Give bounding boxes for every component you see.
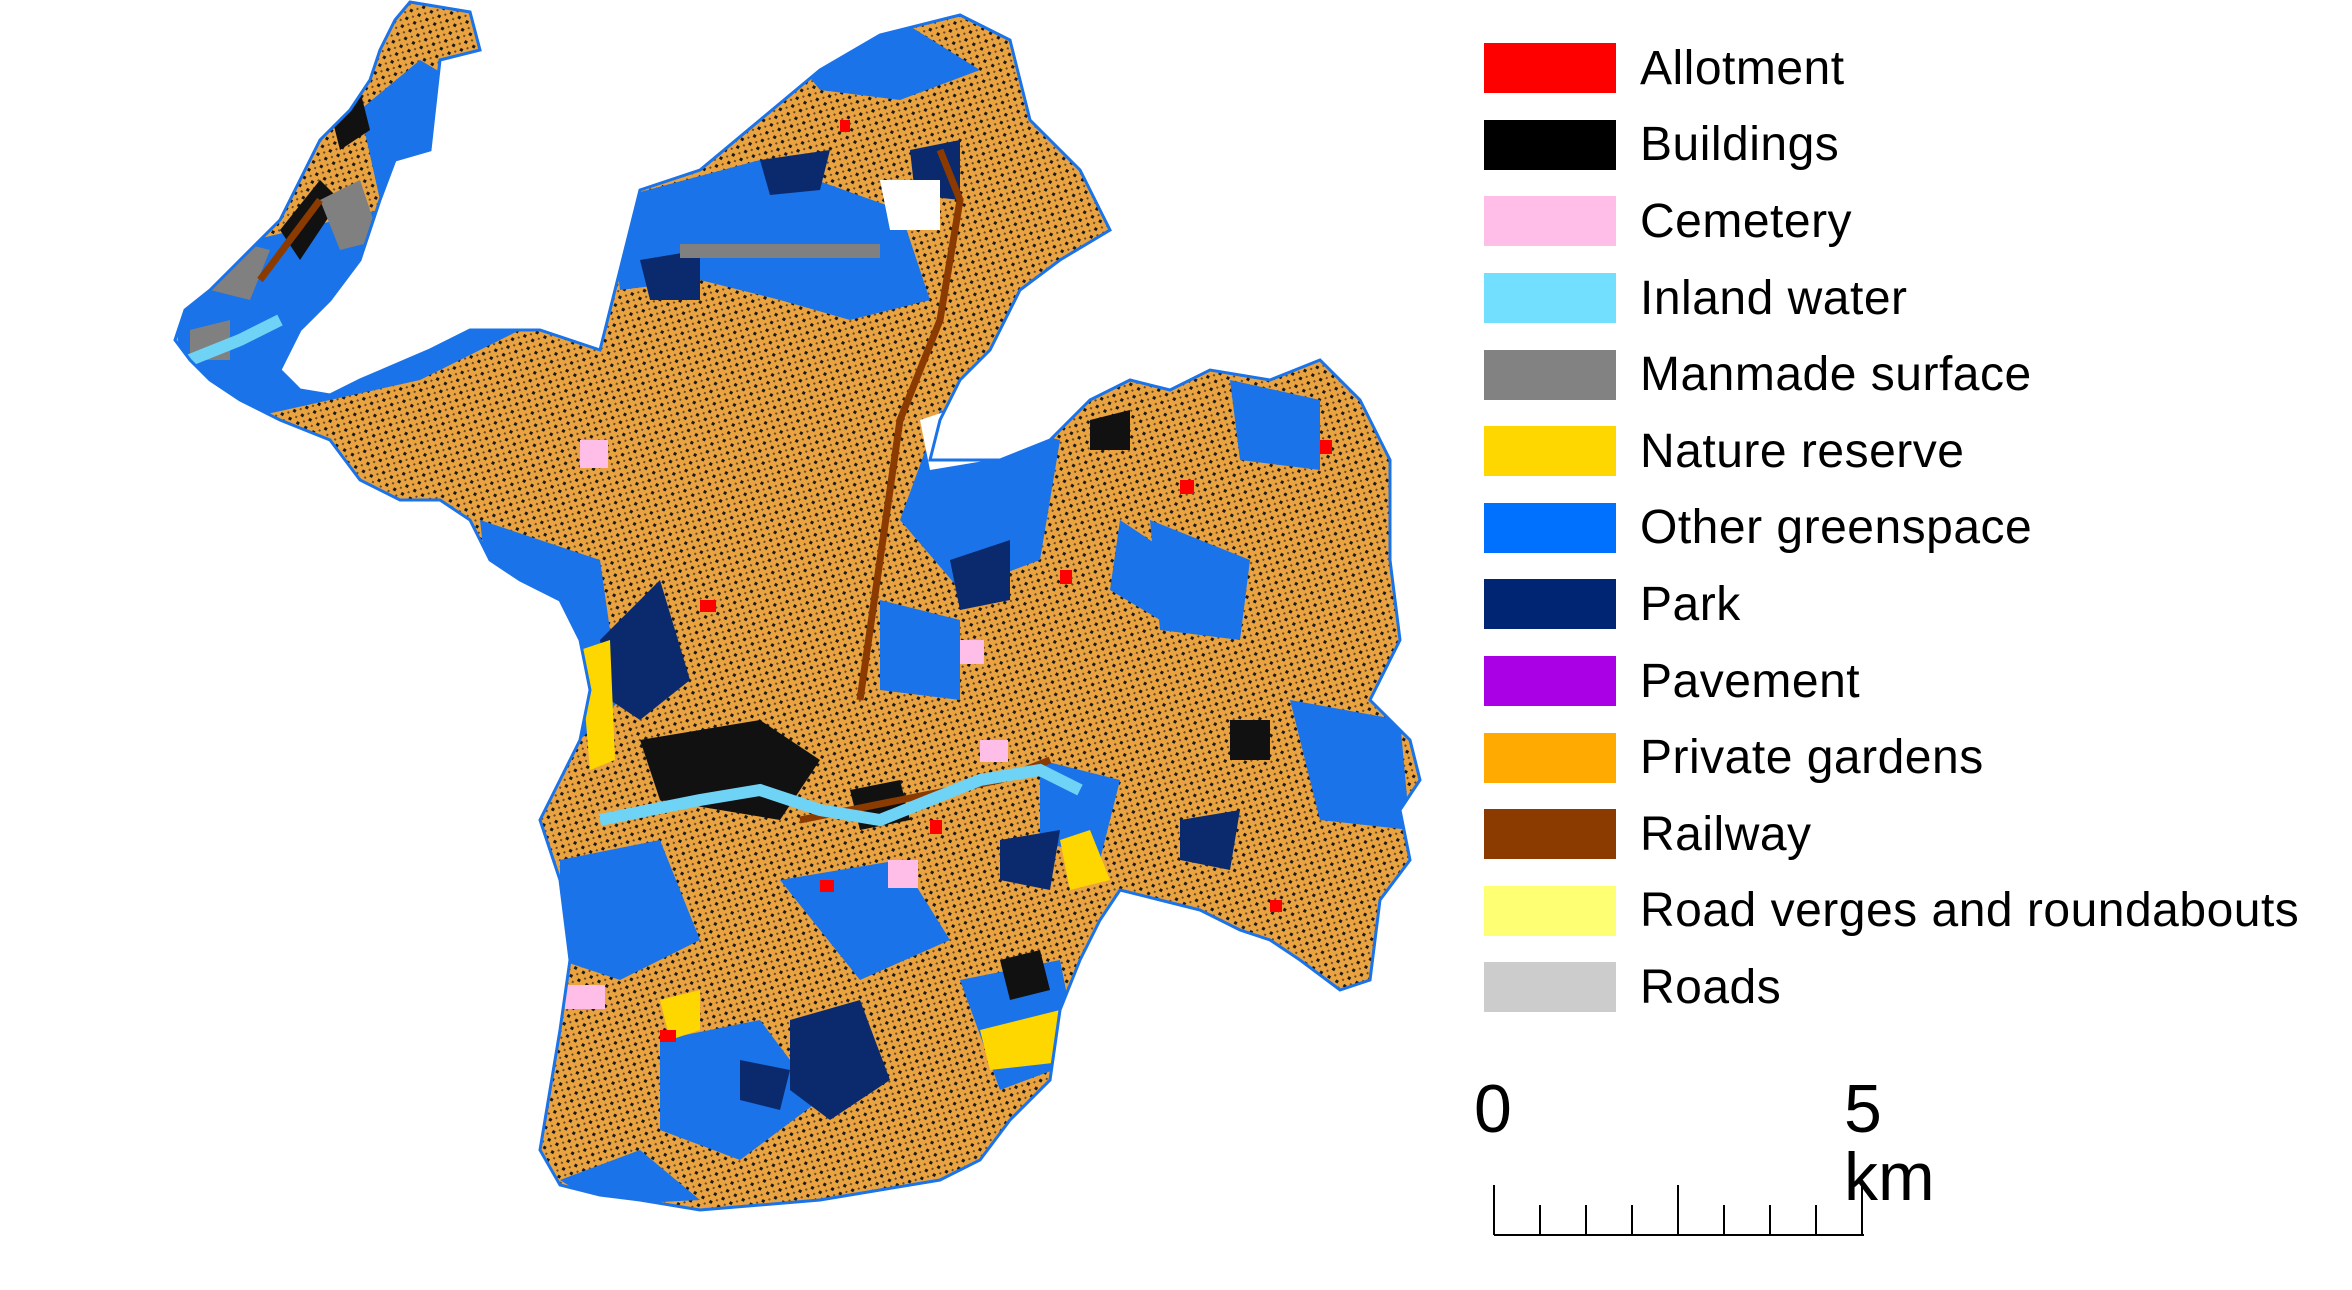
legend-label: Pavement bbox=[1640, 654, 1861, 708]
legend-item-allotment: Allotment bbox=[1484, 30, 2344, 107]
river bbox=[187, 314, 1083, 827]
scale-bar: 0 5 km bbox=[1474, 1071, 1935, 1255]
legend-swatch bbox=[1484, 579, 1616, 630]
legend-item-pavement: Pavement bbox=[1484, 643, 2344, 720]
legend-label: Cemetery bbox=[1640, 194, 1853, 248]
scale-ticks bbox=[1493, 1185, 1864, 1236]
legend-item-railway: Railway bbox=[1484, 796, 2344, 873]
legend-swatch bbox=[1484, 502, 1616, 553]
legend-swatch bbox=[1484, 732, 1616, 783]
legend-item-road-verges: Road verges and roundabouts bbox=[1484, 873, 2344, 950]
legend-swatch bbox=[1484, 809, 1616, 860]
legend-label: Road verges and roundabouts bbox=[1640, 884, 2300, 938]
legend-label: Private gardens bbox=[1640, 731, 1984, 785]
legend-item-buildings: Buildings bbox=[1484, 107, 2344, 184]
scale-label-start: 0 bbox=[1474, 1071, 1512, 1147]
legend-swatch bbox=[1484, 119, 1616, 170]
legend-label: Railway bbox=[1640, 807, 1812, 861]
legend-item-inland-water: Inland water bbox=[1484, 260, 2344, 337]
legend-item-cemetery: Cemetery bbox=[1484, 183, 2344, 260]
legend-label: Other greenspace bbox=[1640, 501, 2033, 555]
legend-item-roads: Roads bbox=[1484, 949, 2344, 1026]
land-cover-map bbox=[173, 0, 1422, 1212]
legend-swatch bbox=[1484, 273, 1616, 324]
legend-item-park: Park bbox=[1484, 566, 2344, 643]
legend-item-other-greenspace: Other greenspace bbox=[1484, 490, 2344, 567]
legend-label: Park bbox=[1640, 577, 1741, 631]
cemetery-areas bbox=[565, 440, 1008, 1009]
legend-swatch bbox=[1484, 349, 1616, 400]
manmade-areas bbox=[190, 180, 880, 360]
legend-swatch bbox=[1484, 196, 1616, 247]
legend-label: Manmade surface bbox=[1640, 348, 2032, 402]
legend-label: Allotment bbox=[1640, 41, 1845, 95]
legend-item-nature-reserve: Nature reserve bbox=[1484, 413, 2344, 490]
allotment-areas bbox=[660, 120, 1332, 1042]
legend-item-manmade-surface: Manmade surface bbox=[1484, 336, 2344, 413]
legend-swatch bbox=[1484, 962, 1616, 1013]
map-legend: Allotment Buildings Cemetery Inland wate… bbox=[1484, 30, 2344, 1026]
legend-swatch bbox=[1484, 656, 1616, 707]
legend-item-private-gardens: Private gardens bbox=[1484, 719, 2344, 796]
legend-label: Nature reserve bbox=[1640, 424, 1965, 478]
legend-label: Roads bbox=[1640, 960, 1782, 1014]
legend-label: Inland water bbox=[1640, 271, 1908, 325]
scale-label-end: 5 km bbox=[1844, 1071, 1935, 1215]
legend-swatch bbox=[1484, 885, 1616, 936]
legend-swatch bbox=[1484, 43, 1616, 94]
legend-label: Buildings bbox=[1640, 118, 1840, 172]
legend-swatch bbox=[1484, 426, 1616, 477]
